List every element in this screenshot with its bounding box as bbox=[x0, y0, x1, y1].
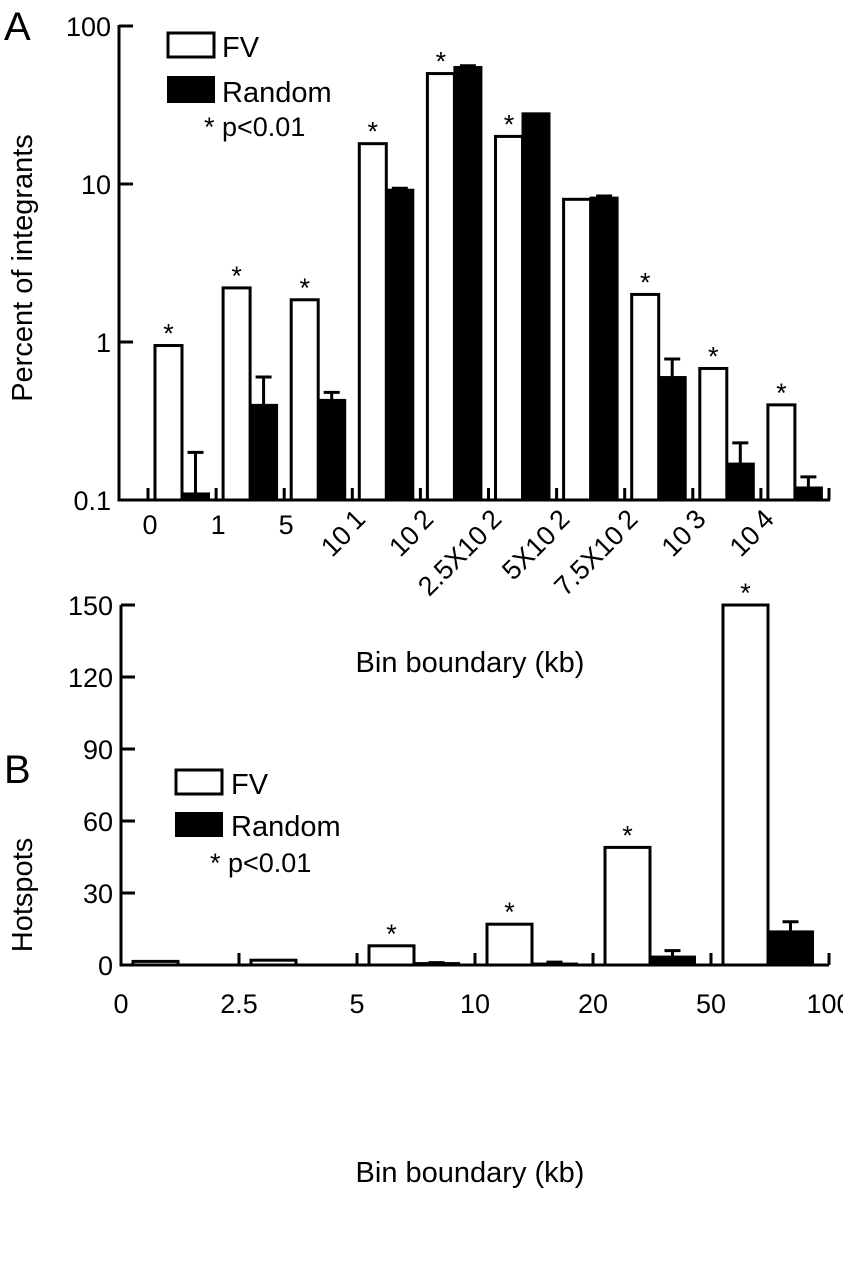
bar-random bbox=[657, 376, 687, 501]
x-tick-label: 20 bbox=[578, 989, 608, 1019]
error-bar-random bbox=[782, 920, 799, 932]
legend-random-swatch bbox=[167, 76, 215, 103]
bar-fv bbox=[357, 142, 388, 502]
significance-asterisk: * bbox=[740, 578, 751, 608]
bar-random bbox=[725, 462, 755, 502]
y-tick-label: 120 bbox=[68, 663, 113, 693]
error-bar-random bbox=[391, 186, 408, 190]
bar-fv bbox=[562, 197, 593, 502]
y-tick-label: 60 bbox=[83, 807, 113, 837]
x-tick-label: 5 bbox=[349, 989, 364, 1019]
error-bar-random bbox=[664, 949, 681, 957]
bar-fv bbox=[494, 134, 524, 502]
bar-fv bbox=[698, 366, 729, 502]
x-tick-label: 2.5 bbox=[220, 989, 258, 1019]
legend-significance-note: * p<0.01 bbox=[210, 848, 311, 878]
significance-asterisk: * bbox=[386, 919, 397, 949]
significance-asterisk: * bbox=[163, 319, 174, 349]
legend-fv-swatch bbox=[166, 31, 216, 59]
error-bar-random bbox=[596, 194, 613, 198]
bar-fv bbox=[289, 298, 320, 502]
legend-fv-swatch bbox=[174, 768, 224, 796]
bar-random bbox=[589, 196, 619, 502]
bar-random bbox=[531, 962, 578, 966]
significance-asterisk: * bbox=[776, 378, 787, 408]
x-tick-label: 5 bbox=[279, 510, 294, 540]
error-bar-random bbox=[800, 475, 817, 488]
y-tick-label: 0.1 bbox=[73, 486, 111, 516]
legend-random-label: Random bbox=[231, 811, 341, 843]
bar-random bbox=[181, 492, 210, 502]
error-bar-random bbox=[187, 450, 204, 494]
error-bar-random bbox=[323, 390, 340, 400]
bar-fv bbox=[766, 403, 797, 502]
significance-asterisk: * bbox=[708, 341, 719, 371]
y-tick-label: 1 bbox=[96, 328, 111, 358]
significance-asterisk: * bbox=[504, 897, 515, 927]
legend-significance-note: * p<0.01 bbox=[204, 112, 305, 142]
significance-asterisk: * bbox=[231, 261, 242, 291]
panel-b-xlabel: Bin boundary (kb) bbox=[356, 1157, 585, 1189]
panel-a: A Percent of integrants Bin boundary (kb… bbox=[4, 5, 831, 679]
bar-fv bbox=[221, 286, 252, 502]
significance-asterisk: * bbox=[504, 109, 515, 139]
bar-random bbox=[385, 188, 415, 501]
panel-b: B Hotspots Bin boundary (kb) FV Random *… bbox=[4, 578, 843, 1189]
panel-b-ylabel: Hotspots bbox=[7, 838, 39, 952]
significance-asterisk: * bbox=[640, 267, 651, 297]
bar-fv bbox=[249, 958, 298, 967]
panel-b-label: B bbox=[4, 748, 31, 792]
bar-random bbox=[521, 112, 551, 501]
error-bar-random bbox=[459, 64, 476, 68]
bar-fv bbox=[485, 922, 534, 967]
error-bar-random bbox=[255, 375, 272, 405]
panel-a-label: A bbox=[4, 5, 31, 49]
legend-random-swatch bbox=[175, 812, 223, 837]
bar-random bbox=[767, 930, 814, 967]
bar-random bbox=[249, 403, 279, 501]
significance-asterisk: * bbox=[622, 820, 633, 850]
x-tick-label: 103 bbox=[654, 504, 713, 563]
y-tick-label: 100 bbox=[66, 12, 111, 42]
x-tick-label: 100 bbox=[806, 989, 843, 1019]
y-tick-label: 0 bbox=[98, 951, 113, 981]
y-tick-label: 150 bbox=[68, 591, 113, 621]
error-bar-random bbox=[546, 960, 563, 964]
significance-asterisk: * bbox=[368, 117, 379, 147]
x-tick-label: 1 bbox=[211, 510, 226, 540]
x-tick-label: 0 bbox=[113, 989, 128, 1019]
x-tick-label: 101 bbox=[314, 504, 373, 563]
bar-fv bbox=[367, 944, 416, 967]
bar-fv bbox=[131, 959, 180, 967]
x-tick-label: 0 bbox=[142, 510, 157, 540]
significance-asterisk: * bbox=[299, 273, 310, 303]
bar-random bbox=[317, 398, 347, 501]
bar-random bbox=[793, 486, 823, 501]
bar-random bbox=[649, 955, 696, 966]
bar-fv bbox=[630, 292, 661, 502]
x-tick-label: 104 bbox=[722, 504, 781, 563]
y-tick-label: 30 bbox=[83, 879, 113, 909]
bar-fv bbox=[153, 344, 184, 502]
panel-a-xlabel: Bin boundary (kb) bbox=[356, 647, 585, 679]
error-bar-random bbox=[664, 357, 681, 378]
bar-random bbox=[453, 66, 483, 501]
bar-fv bbox=[603, 845, 652, 967]
error-bar-random bbox=[732, 441, 749, 464]
y-tick-label: 10 bbox=[81, 170, 111, 200]
bar-fv bbox=[425, 72, 456, 502]
x-tick-label: 10 bbox=[460, 989, 490, 1019]
legend-fv-label: FV bbox=[231, 769, 269, 801]
bar-fv bbox=[721, 603, 770, 967]
significance-asterisk: * bbox=[436, 47, 447, 77]
x-tick-label: 50 bbox=[696, 989, 726, 1019]
legend-random-label: Random bbox=[222, 77, 332, 109]
x-tick-label: 102 bbox=[382, 504, 441, 563]
legend-fv-label: FV bbox=[222, 32, 260, 64]
y-tick-label: 90 bbox=[83, 735, 113, 765]
panel-a-ylabel: Percent of integrants bbox=[7, 134, 39, 402]
